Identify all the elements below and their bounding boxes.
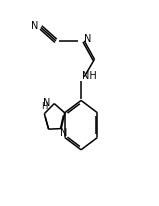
- Text: NH: NH: [82, 71, 97, 81]
- Text: N: N: [60, 128, 68, 138]
- Text: H: H: [41, 102, 47, 111]
- Text: N: N: [31, 21, 38, 31]
- Text: N: N: [43, 97, 51, 107]
- Text: N: N: [84, 34, 92, 44]
